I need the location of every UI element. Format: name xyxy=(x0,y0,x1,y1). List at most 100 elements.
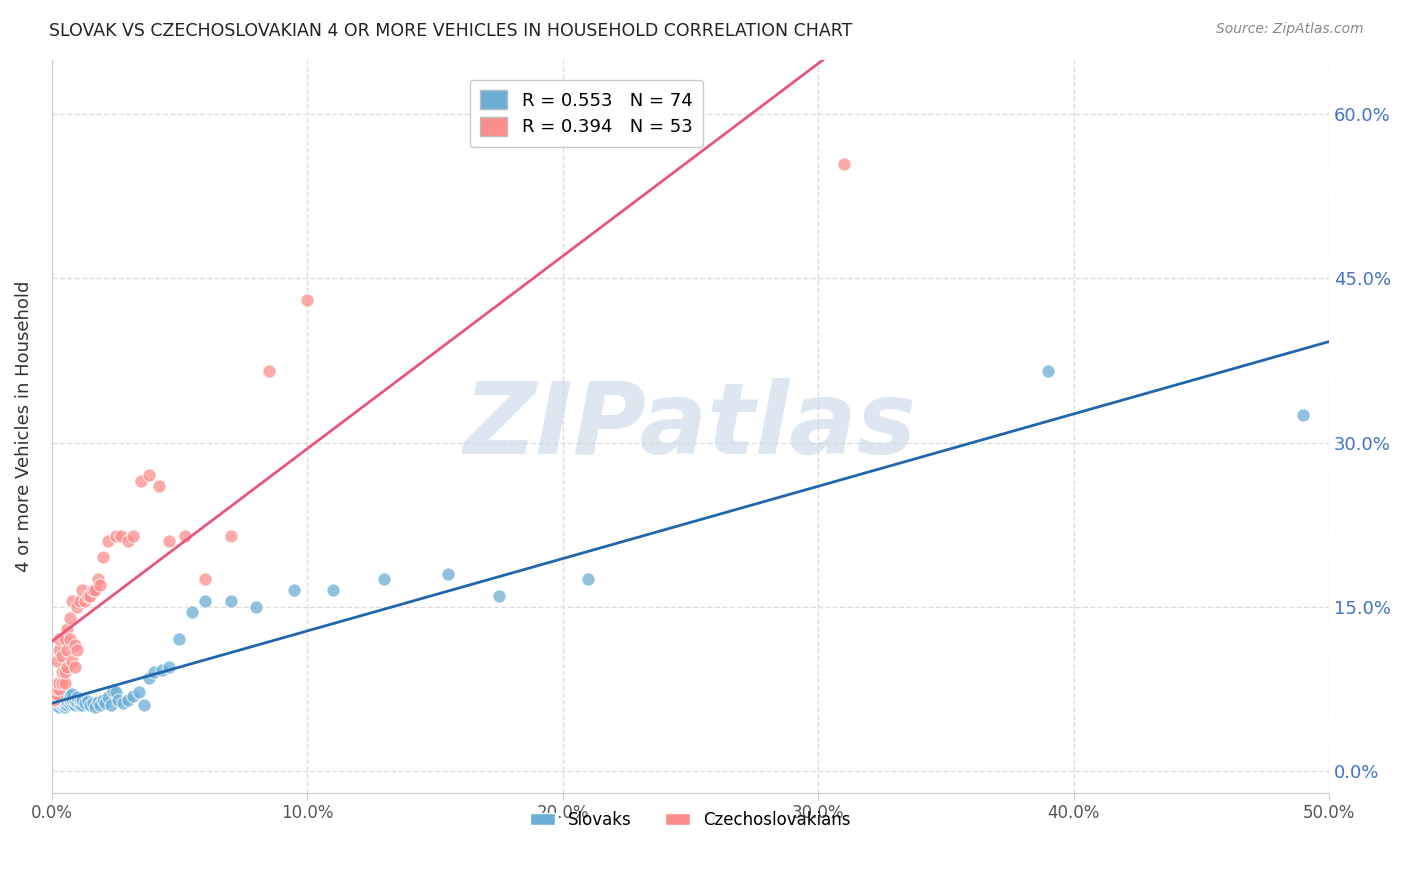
Point xyxy=(173,528,195,542)
Point xyxy=(1292,408,1315,422)
Point xyxy=(45,692,67,706)
Point xyxy=(322,583,344,598)
Point xyxy=(51,695,73,709)
Point xyxy=(45,687,67,701)
Point xyxy=(48,687,70,701)
Text: ZIPatlas: ZIPatlas xyxy=(464,377,917,475)
Point xyxy=(1036,364,1059,378)
Point xyxy=(84,583,107,598)
Point xyxy=(142,665,165,680)
Point xyxy=(245,599,267,614)
Point xyxy=(59,632,82,647)
Point xyxy=(112,696,135,710)
Y-axis label: 4 or more Vehicles in Household: 4 or more Vehicles in Household xyxy=(15,280,32,572)
Point xyxy=(89,578,111,592)
Point xyxy=(157,660,180,674)
Point xyxy=(51,688,73,702)
Point xyxy=(128,685,150,699)
Point xyxy=(53,687,76,701)
Point xyxy=(129,474,152,488)
Point xyxy=(110,528,132,542)
Point xyxy=(194,594,217,608)
Point xyxy=(56,622,79,636)
Point xyxy=(66,690,89,705)
Point xyxy=(53,632,76,647)
Point xyxy=(82,696,104,710)
Point xyxy=(117,692,139,706)
Point xyxy=(72,692,94,706)
Point xyxy=(150,663,173,677)
Point xyxy=(73,696,96,710)
Point xyxy=(45,685,67,699)
Point xyxy=(60,696,83,710)
Point xyxy=(44,692,66,706)
Point xyxy=(104,685,127,699)
Point xyxy=(97,534,120,549)
Point xyxy=(48,676,70,690)
Point xyxy=(69,594,91,608)
Point xyxy=(53,697,76,711)
Point xyxy=(117,534,139,549)
Point xyxy=(122,690,145,704)
Point xyxy=(148,479,170,493)
Point xyxy=(72,698,94,712)
Point xyxy=(44,687,66,701)
Point xyxy=(53,700,76,714)
Point xyxy=(48,681,70,696)
Point xyxy=(373,572,395,586)
Point xyxy=(51,648,73,663)
Point xyxy=(97,690,120,705)
Point xyxy=(72,583,94,598)
Point xyxy=(122,528,145,542)
Point xyxy=(66,599,89,614)
Point xyxy=(100,698,122,712)
Point xyxy=(56,643,79,657)
Point xyxy=(194,572,217,586)
Point xyxy=(87,695,110,709)
Point xyxy=(56,690,79,704)
Point xyxy=(76,589,98,603)
Point xyxy=(45,676,67,690)
Legend: Slovaks, Czechoslovakians: Slovaks, Czechoslovakians xyxy=(523,805,858,836)
Point xyxy=(51,685,73,699)
Point xyxy=(132,698,155,712)
Point xyxy=(169,632,191,647)
Point xyxy=(53,690,76,705)
Point xyxy=(219,528,242,542)
Point xyxy=(82,583,104,598)
Point xyxy=(283,583,305,598)
Point xyxy=(832,156,855,170)
Point xyxy=(63,698,86,712)
Point xyxy=(48,643,70,657)
Point xyxy=(59,692,82,706)
Point xyxy=(51,665,73,680)
Point xyxy=(48,696,70,710)
Point xyxy=(488,589,510,603)
Point xyxy=(51,698,73,712)
Point xyxy=(48,632,70,647)
Point xyxy=(101,684,124,698)
Point xyxy=(89,698,111,712)
Point xyxy=(45,654,67,668)
Point xyxy=(44,698,66,712)
Point xyxy=(76,694,98,708)
Point xyxy=(56,698,79,712)
Point xyxy=(56,694,79,708)
Point xyxy=(94,696,117,710)
Point xyxy=(59,610,82,624)
Point xyxy=(63,660,86,674)
Point xyxy=(53,694,76,708)
Point xyxy=(45,681,67,696)
Point xyxy=(295,293,318,308)
Point xyxy=(63,638,86,652)
Point xyxy=(73,594,96,608)
Point xyxy=(44,681,66,696)
Text: Source: ZipAtlas.com: Source: ZipAtlas.com xyxy=(1216,22,1364,37)
Point xyxy=(138,468,160,483)
Point xyxy=(69,692,91,706)
Point xyxy=(79,589,101,603)
Point xyxy=(181,605,204,619)
Point xyxy=(45,690,67,704)
Point xyxy=(53,676,76,690)
Point xyxy=(104,528,127,542)
